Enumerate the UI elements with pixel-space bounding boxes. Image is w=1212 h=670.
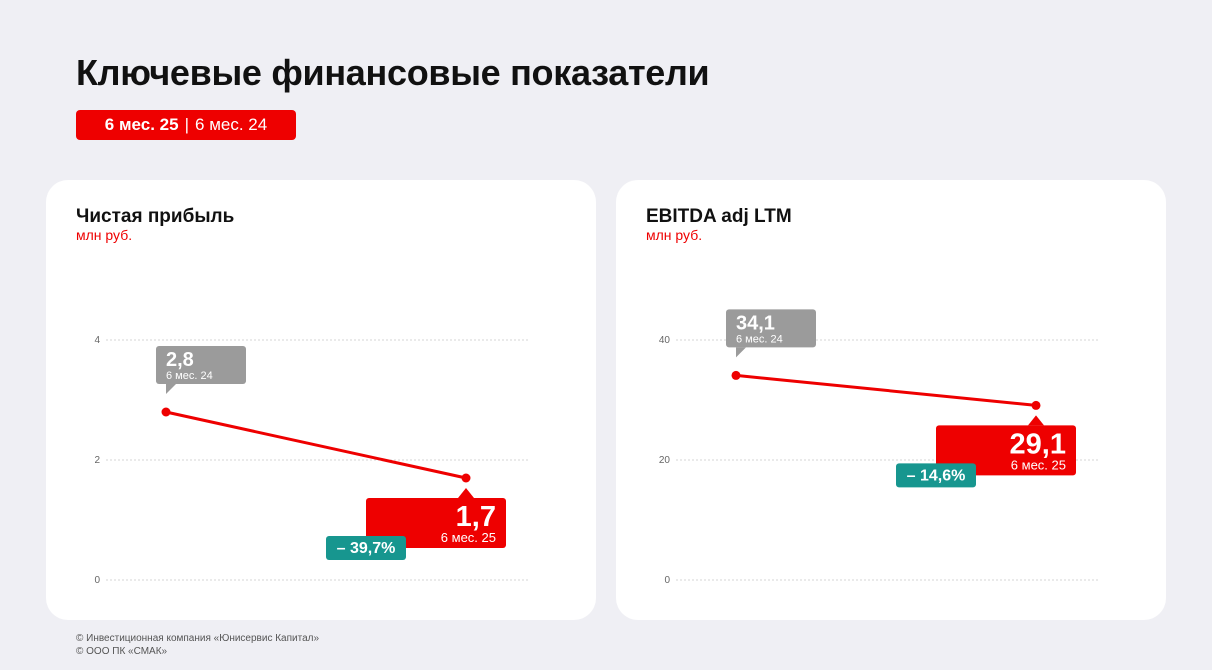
copyright-line: © ООО ПК «СМАК» — [76, 646, 168, 657]
badge-box — [326, 536, 406, 560]
period-previous: 6 мес. 24 — [195, 115, 268, 134]
chart-unit: млн руб. — [76, 227, 133, 243]
period-current: 6 мес. 25 — [104, 115, 179, 134]
y-tick-label: 4 — [94, 335, 100, 346]
change-label: – 14,6% — [907, 467, 966, 484]
callout-pointer — [166, 384, 176, 394]
data-label: 2,8 — [166, 349, 194, 371]
current-value-callout: 1,76 мес. 25 — [366, 488, 506, 548]
change-badge: – 14,6% — [896, 463, 976, 488]
previous-value-callout: 34,16 мес. 24 — [726, 309, 816, 358]
y-tick-label: 40 — [659, 335, 671, 346]
current-value-callout: 29,16 мес. 25 — [936, 415, 1076, 476]
callout-box — [726, 309, 816, 348]
data-point — [461, 473, 471, 483]
series-line — [165, 410, 467, 480]
data-label: 34,1 — [736, 312, 775, 334]
callout-pointer — [458, 488, 474, 498]
callout-pointer — [1028, 415, 1044, 426]
net-profit-card: Чистая прибыль млн руб. 0 2 4 2,8 6 мес. 24 1… — [46, 180, 596, 620]
y-tick-label: 0 — [664, 575, 670, 586]
change-label: – 39,7% — [337, 540, 396, 557]
badge-box — [896, 463, 976, 488]
y-tick-label: 0 — [94, 575, 100, 586]
period-label: 6 мес. 25 — [1011, 457, 1066, 472]
series-line — [735, 373, 1037, 407]
y-tick-label: 20 — [659, 455, 671, 466]
change-badge: – 39,7% — [326, 536, 406, 560]
data-point — [731, 370, 741, 380]
chart-title: EBITDA adj LTM — [646, 206, 792, 227]
callout-box — [936, 425, 1076, 476]
period-separator: | — [184, 115, 190, 134]
data-label: 29,1 — [1010, 428, 1066, 460]
callout-pointer — [736, 347, 746, 358]
copyright-line: © Инвестиционная компания «Юнисервис Кап… — [76, 633, 320, 644]
chart-unit: млн руб. — [646, 227, 703, 243]
data-point — [161, 407, 171, 417]
period-badge: 6 мес. 25 | 6 мес. 24 — [76, 110, 296, 140]
ebitda-card: EBITDA adj LTM млн руб. 0 20 40 34,1 6 мес. … — [616, 180, 1166, 620]
period-label: 6 мес. 25 — [441, 530, 496, 545]
chart-title: Чистая прибыль — [76, 206, 235, 227]
callout-box — [156, 346, 246, 384]
footer: © Инвестиционная компания «Юнисервис Кап… — [76, 632, 319, 658]
previous-value-callout: 2,86 мес. 24 — [156, 346, 246, 394]
page-title: Ключевые финансовые показатели — [76, 52, 710, 93]
period-label: 6 мес. 24 — [166, 370, 213, 382]
callout-box — [366, 498, 506, 548]
data-point — [1031, 400, 1041, 410]
y-tick-label: 2 — [94, 455, 100, 466]
data-label: 1,7 — [456, 501, 496, 533]
period-label: 6 мес. 24 — [736, 333, 783, 345]
